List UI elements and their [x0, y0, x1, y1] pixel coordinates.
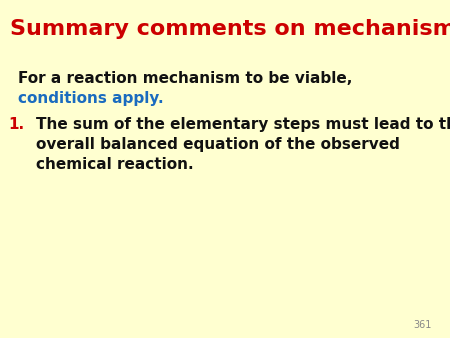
- Text: 1.: 1.: [8, 117, 24, 131]
- Text: conditions apply.: conditions apply.: [18, 91, 164, 106]
- Text: Summary comments on mechanism: Summary comments on mechanism: [10, 19, 450, 39]
- Text: 361: 361: [414, 319, 432, 330]
- Text: chemical reaction.: chemical reaction.: [36, 157, 194, 172]
- Text: overall balanced equation of the observed: overall balanced equation of the observe…: [36, 137, 400, 152]
- Text: For a reaction mechanism to be viable,: For a reaction mechanism to be viable,: [18, 71, 358, 86]
- Text: The sum of the elementary steps must lead to the: The sum of the elementary steps must lea…: [36, 117, 450, 131]
